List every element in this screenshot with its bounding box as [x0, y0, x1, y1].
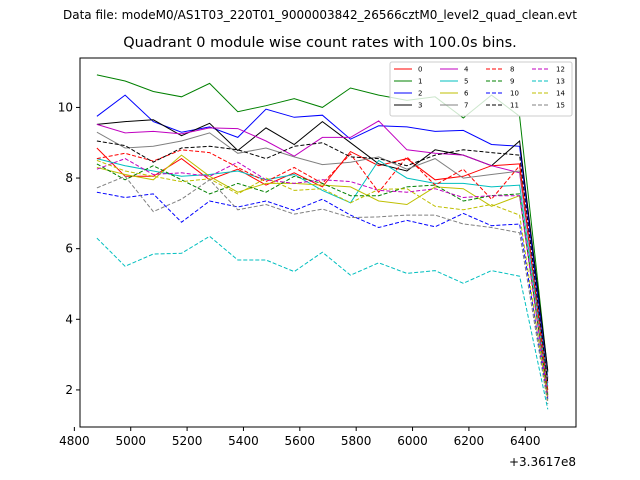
- y-tick-label: 2: [65, 383, 73, 397]
- x-tick-label: 5400: [228, 434, 259, 448]
- x-tick-label: 6200: [454, 434, 485, 448]
- plot-series-group: [96, 74, 549, 410]
- series-line-13: [96, 235, 549, 410]
- legend-label-4: 4: [464, 66, 469, 74]
- legend-label-0: 0: [418, 66, 422, 74]
- series-line-12: [96, 158, 549, 398]
- series-line-8: [96, 149, 549, 392]
- legend-label-2: 2: [418, 90, 422, 98]
- legend-label-13: 13: [556, 78, 565, 86]
- legend-label-10: 10: [510, 90, 519, 98]
- legend-label-3: 3: [418, 102, 422, 110]
- legend-label-12: 12: [556, 66, 565, 74]
- x-tick-label: 5200: [172, 434, 203, 448]
- legend-label-9: 9: [510, 78, 514, 86]
- series-line-15: [96, 175, 549, 405]
- plot-frame: [79, 57, 577, 428]
- legend-label-15: 15: [556, 102, 565, 110]
- x-axis-offset-label: +3.3617e8: [509, 455, 576, 469]
- y-axis: 2 4 6 8 10: [58, 100, 80, 397]
- legend-label-6: 6: [464, 90, 469, 98]
- series-line-4: [96, 120, 549, 383]
- legend-label-5: 5: [464, 78, 468, 86]
- series-line-11: [96, 140, 549, 383]
- legend-label-8: 8: [510, 66, 514, 74]
- series-line-14: [96, 159, 549, 401]
- y-tick-label: 8: [65, 171, 73, 185]
- x-axis: 4800 5000 5200 5400 5600 5800 6000 6200 6400: [59, 427, 541, 448]
- series-line-1: [96, 74, 549, 373]
- series-line-0: [96, 147, 549, 390]
- x-tick-label: 6000: [397, 434, 428, 448]
- series-line-6: [96, 154, 549, 394]
- chart-title: Quadrant 0 module wise count rates with …: [123, 35, 517, 51]
- series-line-3: [96, 119, 549, 371]
- x-tick-label: 4800: [59, 434, 90, 448]
- series-line-9: [96, 163, 549, 396]
- x-tick-label: 5600: [285, 434, 316, 448]
- legend-box: [389, 61, 573, 117]
- legend-label-11: 11: [510, 102, 519, 110]
- legend-label-7: 7: [464, 102, 468, 110]
- series-line-10: [96, 191, 549, 399]
- series-line-2: [96, 94, 549, 378]
- legend-label-14: 14: [556, 90, 565, 98]
- series-line-5: [96, 158, 549, 387]
- x-tick-label: 5000: [115, 434, 146, 448]
- x-tick-label: 5800: [341, 434, 372, 448]
- legend-label-1: 1: [418, 78, 422, 86]
- y-tick-label: 6: [65, 242, 73, 256]
- y-tick-label: 4: [65, 312, 73, 326]
- y-tick-label: 10: [58, 100, 73, 114]
- figure-suptitle: Data file: modeM0/AS1T03_220T01_90000038…: [63, 8, 577, 22]
- series-line-7: [96, 131, 549, 380]
- x-tick-label: 6400: [510, 434, 541, 448]
